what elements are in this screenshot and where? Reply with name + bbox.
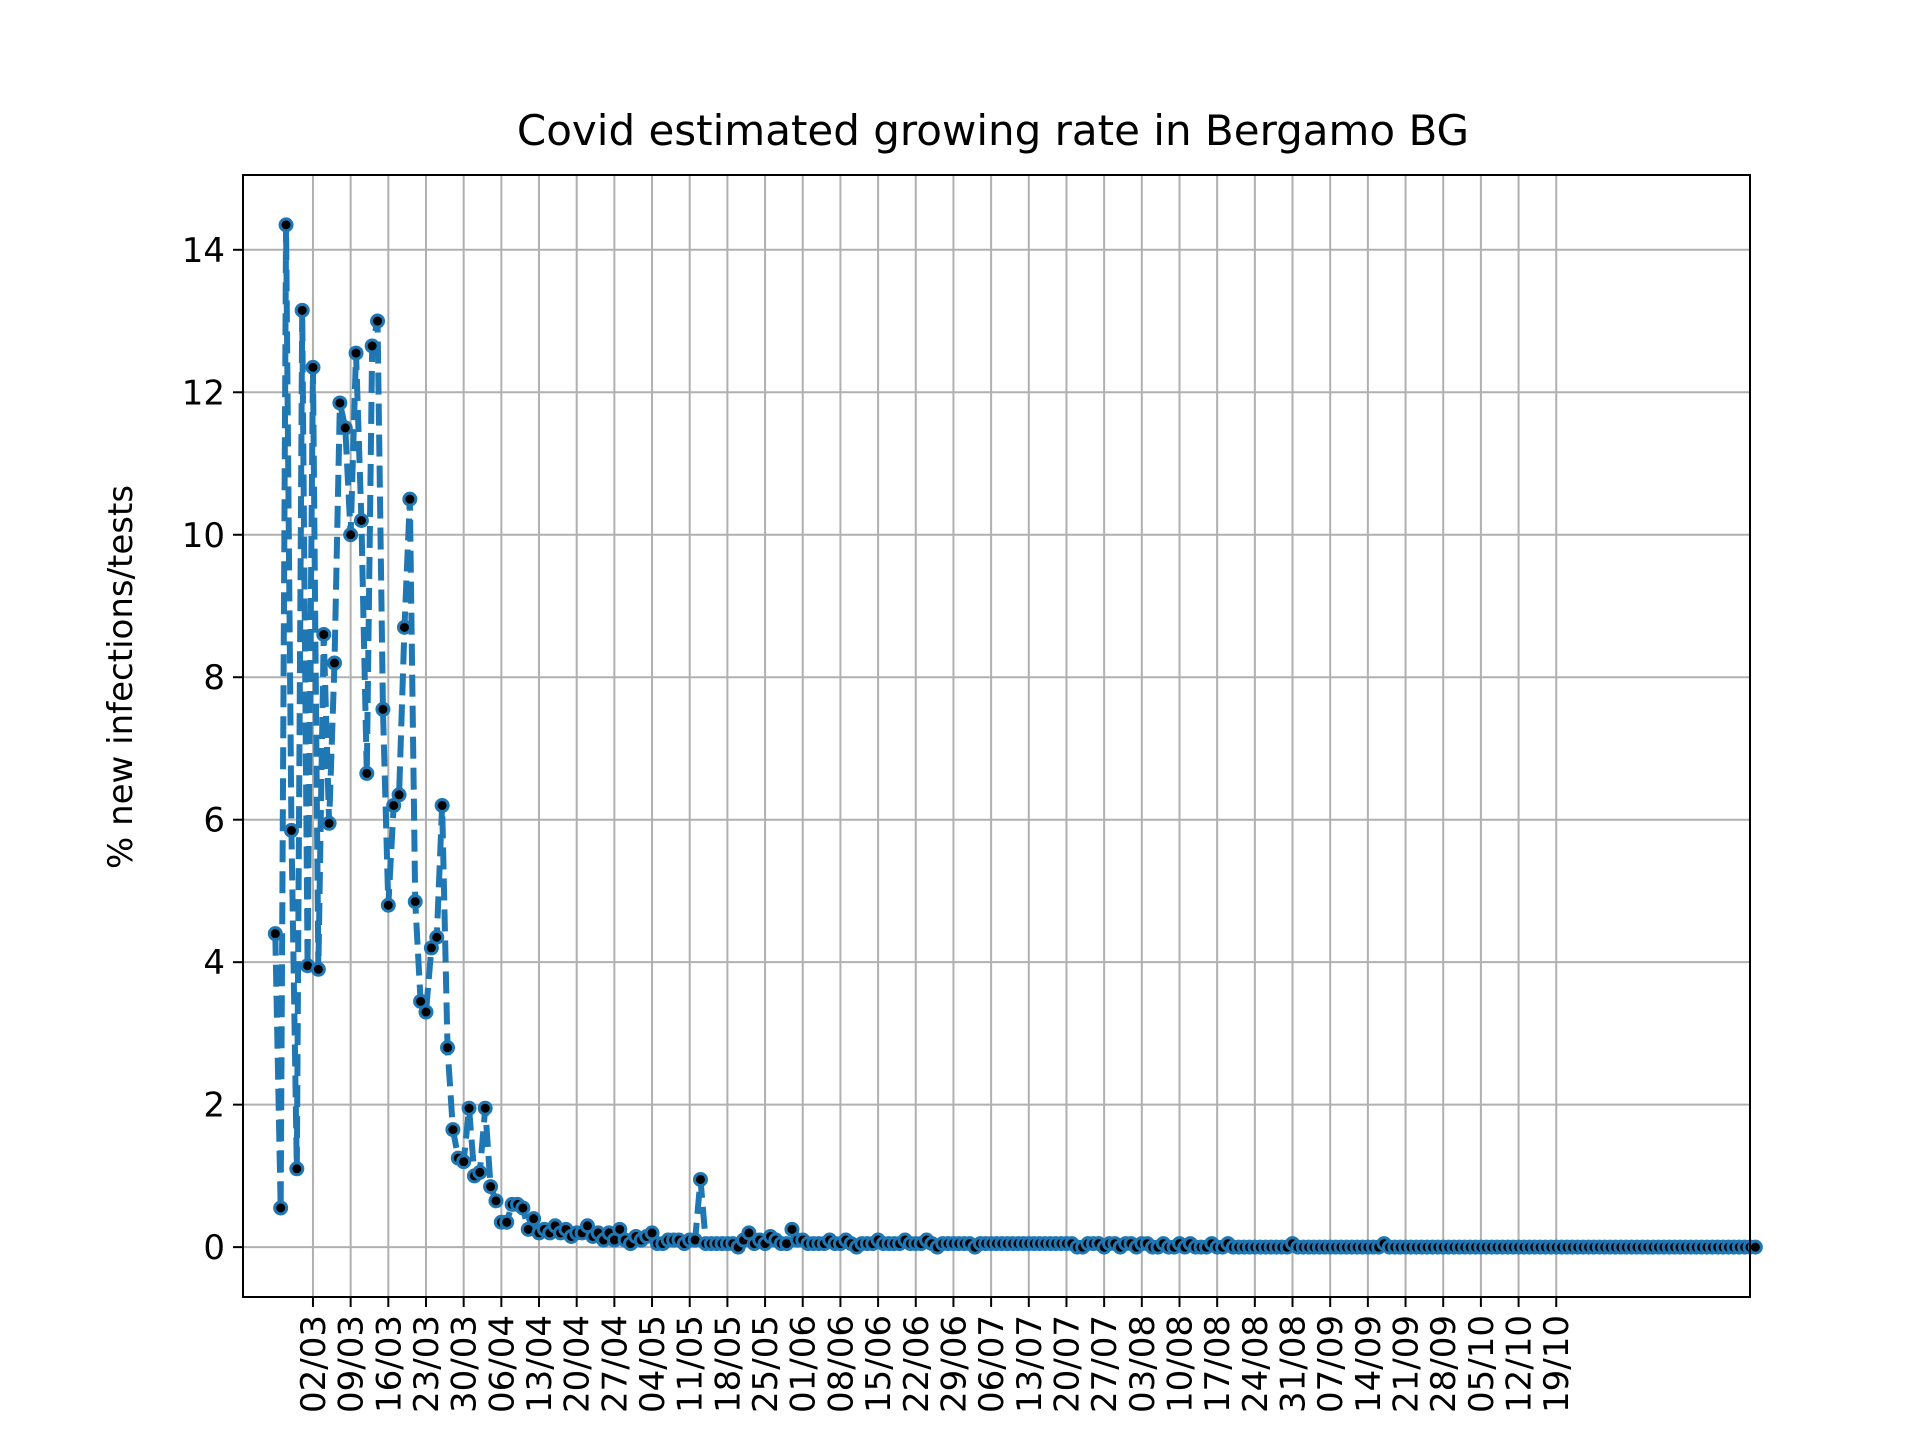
data-point <box>1747 1239 1763 1255</box>
x-tick-label: 06/04 <box>482 1315 522 1413</box>
x-tick-label: 05/10 <box>1462 1315 1502 1413</box>
data-point <box>348 345 364 361</box>
x-tick-label: 23/03 <box>407 1315 447 1413</box>
x-tick-label: 12/10 <box>1500 1315 1540 1413</box>
x-tick-label: 28/09 <box>1424 1315 1464 1413</box>
y-tick-label: 0 <box>203 1228 225 1268</box>
data-point <box>364 338 380 354</box>
data-point <box>418 1004 434 1020</box>
x-tick-label: 08/06 <box>821 1315 861 1413</box>
data-point <box>267 926 283 942</box>
data-point <box>283 822 299 838</box>
data-point <box>461 1100 477 1116</box>
data-point <box>375 701 391 717</box>
data-point <box>477 1100 493 1116</box>
x-tick-label: 24/08 <box>1236 1315 1276 1413</box>
data-point <box>332 395 348 411</box>
series-line <box>272 221 1756 1251</box>
data-point <box>337 420 353 436</box>
x-tick-label: 13/07 <box>1010 1315 1050 1413</box>
data-point <box>391 787 407 803</box>
x-tick-label: 27/07 <box>1085 1315 1125 1413</box>
x-tick-label: 20/07 <box>1047 1315 1087 1413</box>
x-tick-label: 13/04 <box>520 1315 560 1413</box>
x-tick-label: 31/08 <box>1274 1315 1314 1413</box>
data-point <box>278 217 294 233</box>
y-tick-label: 14 <box>182 231 225 271</box>
data-point <box>526 1211 542 1227</box>
data-point <box>305 359 321 375</box>
data-point <box>499 1214 515 1230</box>
x-tick-label: 25/05 <box>746 1315 786 1413</box>
y-tick-label: 6 <box>203 801 225 841</box>
data-point <box>445 1122 461 1138</box>
plot-frame <box>242 174 1751 1298</box>
y-tick-label: 2 <box>203 1086 225 1126</box>
x-tick-label: 03/08 <box>1123 1315 1163 1413</box>
data-point <box>321 815 337 831</box>
y-axis-ticks: 0 2 4 6 8 10 12 14 <box>182 231 243 1268</box>
x-tick-label: 07/09 <box>1311 1315 1351 1413</box>
data-point <box>456 1154 472 1170</box>
x-tick-label: 21/09 <box>1387 1315 1427 1413</box>
y-tick-label: 8 <box>203 658 225 698</box>
x-tick-label: 29/06 <box>934 1315 974 1413</box>
data-point <box>343 527 359 543</box>
data-point <box>434 797 450 813</box>
data-point <box>380 897 396 913</box>
x-tick-label: 02/03 <box>294 1315 334 1413</box>
x-tick-label: 11/05 <box>671 1315 711 1413</box>
data-point <box>440 1040 456 1056</box>
data-point <box>294 302 310 318</box>
x-tick-label: 04/05 <box>633 1315 673 1413</box>
data-point <box>316 626 332 642</box>
data-point <box>289 1161 305 1177</box>
data-point <box>472 1164 488 1180</box>
x-axis-ticks: 02/0309/0316/0323/0330/0306/0413/0420/04… <box>294 1297 1577 1413</box>
data-point <box>310 961 326 977</box>
y-tick-label: 12 <box>182 373 225 413</box>
x-tick-label: 10/08 <box>1160 1315 1200 1413</box>
grid-lines <box>243 175 1750 1297</box>
x-tick-label: 30/03 <box>445 1315 485 1413</box>
data-points <box>267 217 1763 1255</box>
data-point <box>273 1200 289 1216</box>
x-tick-label: 09/03 <box>332 1315 372 1413</box>
data-point <box>353 513 369 529</box>
y-axis-label: % new infections/tests <box>101 485 141 869</box>
data-point <box>359 765 375 781</box>
data-point <box>515 1200 531 1216</box>
data-point <box>396 619 412 635</box>
data-point <box>407 894 423 910</box>
x-tick-label: 06/07 <box>972 1315 1012 1413</box>
data-point <box>692 1171 708 1187</box>
x-tick-label: 17/08 <box>1198 1315 1238 1413</box>
x-tick-label: 16/03 <box>369 1315 409 1413</box>
x-tick-label: 18/05 <box>708 1315 748 1413</box>
data-point <box>488 1193 504 1209</box>
x-tick-label: 15/06 <box>859 1315 899 1413</box>
x-tick-label: 01/06 <box>784 1315 824 1413</box>
x-tick-label: 22/06 <box>897 1315 937 1413</box>
data-point <box>429 929 445 945</box>
x-tick-label: 20/04 <box>558 1315 598 1413</box>
y-tick-label: 10 <box>182 516 225 556</box>
x-tick-label: 19/10 <box>1537 1315 1577 1413</box>
chart-title: Covid estimated growing rate in Bergamo … <box>517 106 1469 155</box>
data-point <box>483 1179 499 1195</box>
data-point <box>370 313 386 329</box>
data-point <box>326 655 342 671</box>
x-tick-label: 27/04 <box>595 1315 635 1413</box>
x-tick-label: 14/09 <box>1349 1315 1389 1413</box>
data-point <box>402 491 418 507</box>
series-line-layer <box>272 221 1756 1251</box>
y-tick-label: 4 <box>203 943 225 983</box>
